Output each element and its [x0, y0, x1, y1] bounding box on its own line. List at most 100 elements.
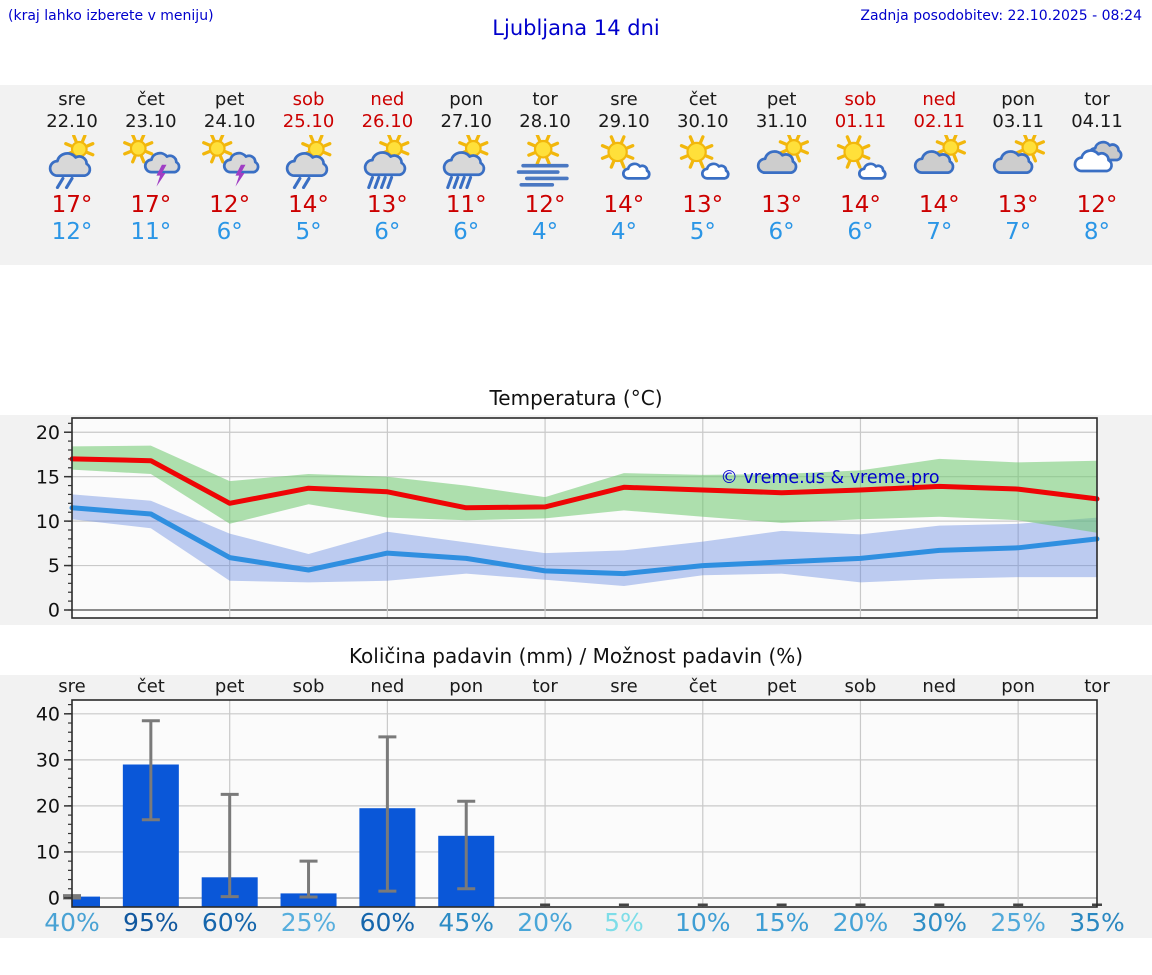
- high-temp: 17°: [130, 192, 172, 218]
- forecast-day-column: sre 22.10 17° 12°: [33, 85, 112, 245]
- precip-probability: 60%: [359, 908, 416, 937]
- min-temp-line: [69, 505, 1100, 577]
- low-temp: 5°: [689, 219, 716, 245]
- forecast-day-column: čet 23.10 17° 11°: [111, 85, 190, 245]
- max-temp-line: [69, 456, 1100, 511]
- precip-bar: [72, 896, 100, 907]
- day-date: 27.10: [440, 111, 492, 132]
- precip-error-bar: [141, 719, 160, 822]
- precip-zero-tick: [1013, 903, 1024, 906]
- day-name: sre: [58, 89, 86, 110]
- sun-fog-icon: [506, 133, 585, 191]
- day-date: 30.10: [677, 111, 729, 132]
- header: (kraj lahko izberete v meniju) Ljubljana…: [0, 0, 1152, 85]
- temp-y-tick-label: 5: [48, 555, 60, 577]
- day-name: čet: [688, 89, 717, 110]
- precip-probability: 60%: [201, 908, 258, 937]
- precip-probability: 30%: [911, 908, 968, 937]
- precip-zero-tick: [540, 903, 551, 906]
- sun-cloud-icon: [663, 135, 742, 191]
- min-temp-range: [72, 494, 1097, 586]
- high-temp: 12°: [524, 192, 566, 218]
- precip-chart-title: Količina padavin (mm) / Možnost padavin …: [348, 644, 804, 668]
- sun-cloud-icon: [584, 135, 663, 191]
- high-temp: 13°: [761, 192, 802, 218]
- precip-y-tick-label: 10: [36, 842, 60, 864]
- day-date: 01.11: [834, 111, 887, 132]
- low-temp: 12°: [51, 219, 93, 245]
- precip-zero-tick: [697, 903, 708, 906]
- high-temp: 14°: [918, 192, 960, 218]
- day-date: 31.10: [755, 111, 808, 132]
- sun-cloud-heavy-rain-icon: [348, 133, 427, 191]
- sun-cloud-storm-icon: [111, 133, 190, 191]
- high-temp: 11°: [445, 192, 487, 218]
- last-updated: Zadnja posodobitev: 22.10.2025 - 08:24: [860, 8, 1142, 24]
- high-temp: 13°: [997, 192, 1039, 218]
- precip-zero-tick: [934, 903, 945, 906]
- precip-zero-tick: [776, 903, 787, 906]
- precip-y-tick-label: 20: [36, 796, 60, 818]
- precip-probability: 15%: [753, 908, 810, 937]
- precip-day-label: čet: [688, 676, 717, 697]
- precip-probability: 45%: [438, 908, 494, 937]
- day-date: 23.10: [125, 111, 177, 132]
- forecast-strip: sre 22.10 17° 12° čet 23.10 17° 11° pet 24.10 1…: [0, 85, 1152, 265]
- precip-zero-tick: [618, 903, 629, 906]
- day-date: 04.11: [1071, 111, 1123, 132]
- day-name: sob: [844, 89, 877, 110]
- high-temp: 14°: [288, 192, 329, 218]
- day-name: pet: [214, 89, 245, 110]
- menu-hint: (kraj lahko izberete v meniju): [8, 8, 214, 24]
- precip-error-bar: [457, 799, 476, 891]
- precip-error-bar: [378, 735, 397, 893]
- forecast-day-column: tor 04.11 12° 8°: [1058, 85, 1137, 245]
- forecast-day-column: sob 01.11 14° 6°: [821, 85, 900, 245]
- day-name: ned: [370, 89, 405, 110]
- precip-day-label: ned: [922, 676, 957, 697]
- day-name: pon: [449, 89, 484, 110]
- high-temp: 14°: [840, 192, 881, 218]
- day-date: 03.11: [992, 111, 1044, 132]
- low-temp: 7°: [926, 219, 953, 245]
- forecast-day-column: pet 31.10 13° 6°: [742, 85, 821, 245]
- precip-day-label: tor: [1084, 676, 1110, 697]
- high-temp: 12°: [209, 192, 251, 218]
- day-date: 29.10: [598, 111, 650, 132]
- sun-cloud-icon: [821, 135, 900, 191]
- temp-y-tick-label: 0: [48, 600, 60, 622]
- low-temp: 4°: [531, 219, 559, 245]
- precip-chart-area: sre čet pet sob ned pon tor sre čet pet sob ned pon t…: [0, 675, 1152, 938]
- precip-day-label: tor: [532, 676, 558, 697]
- precip-probability: 25%: [990, 908, 1046, 937]
- forecast-day-column: ned 02.11 14° 7°: [900, 85, 979, 245]
- low-temp: 8°: [1083, 219, 1111, 245]
- watermark: © vreme.us & vreme.pro: [720, 468, 939, 488]
- precip-day-label: sre: [58, 676, 86, 697]
- precip-error-bar: [220, 792, 239, 899]
- precip-zero-tick: [855, 903, 866, 906]
- low-temp: 6°: [847, 219, 874, 245]
- sun-cloud-storm-icon: [190, 133, 269, 191]
- low-temp: 5°: [295, 219, 322, 245]
- low-temp: 11°: [130, 219, 172, 245]
- cloud-sun-icon: [900, 132, 979, 191]
- day-date: 02.11: [913, 111, 966, 132]
- precip-day-labels: sre čet pet sob ned pon tor sre čet pet sob ned pon t…: [0, 676, 1152, 700]
- day-name: ned: [922, 89, 957, 110]
- sun-cloud-rain-icon: [269, 134, 348, 191]
- low-temp: 4°: [610, 219, 637, 245]
- temp-chart-title: Temperatura (°C): [489, 386, 663, 410]
- cloud-sun-icon: [742, 132, 821, 191]
- forecast-day-column: tor 28.10 12° 4°: [506, 85, 585, 245]
- high-temp: 12°: [1076, 192, 1118, 218]
- low-temp: 6°: [374, 219, 401, 245]
- forecast-day-column: sre 29.10 14° 4°: [584, 85, 663, 245]
- precip-probability: 25%: [280, 908, 337, 937]
- day-date: 24.10: [203, 111, 256, 132]
- forecast-day-column: pon 03.11 13° 7°: [979, 85, 1058, 245]
- precip-bar: [280, 893, 337, 907]
- page-title: Ljubljana 14 dni: [492, 16, 660, 40]
- precip-day-label: pon: [449, 676, 484, 697]
- high-temp: 17°: [51, 192, 93, 218]
